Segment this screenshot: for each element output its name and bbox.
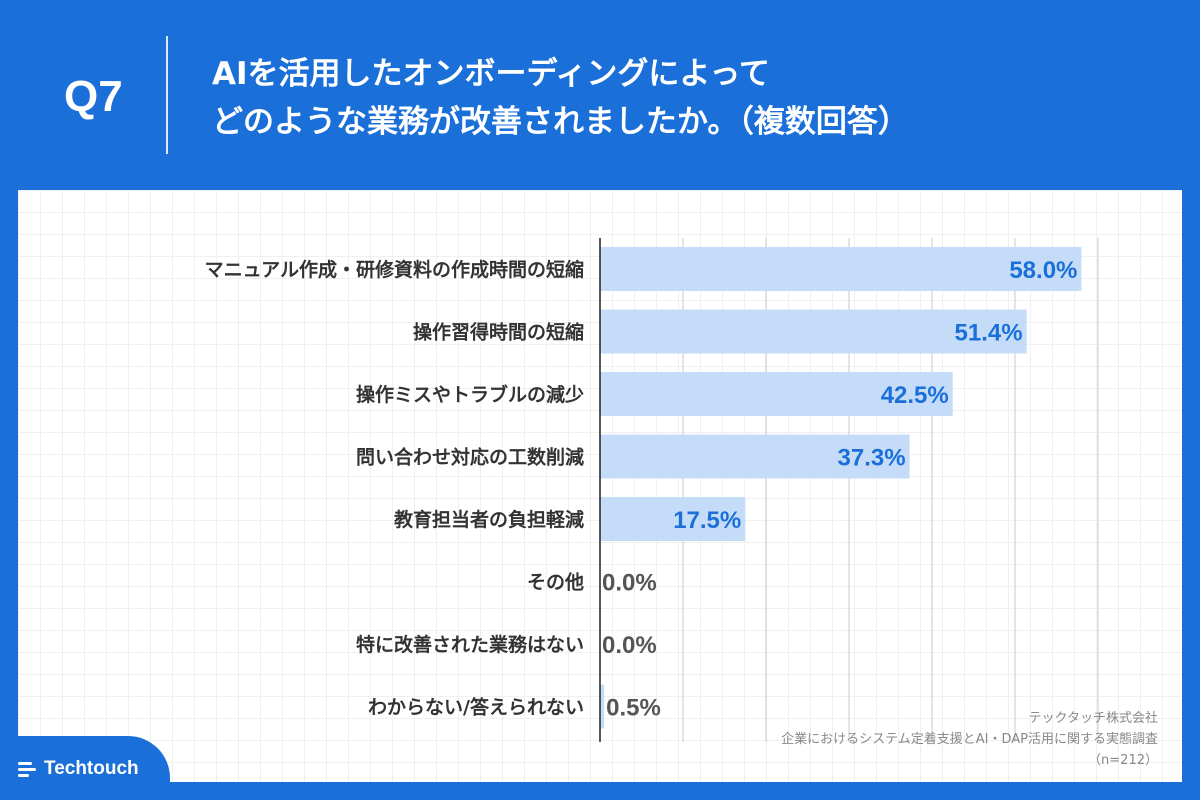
bar: [600, 247, 1082, 291]
question-number: Q7: [64, 72, 123, 121]
bar: [600, 372, 953, 416]
header-divider: [166, 36, 168, 154]
bar: [600, 497, 746, 541]
category-label: その他: [527, 571, 584, 594]
techtouch-logo: Techtouch: [18, 758, 139, 780]
chart-panel: マニュアル作成・研修資料の作成時間の短縮 58.0% 操作習得時間の短縮 51.4% 操…: [18, 190, 1182, 782]
value-label: 51.4%: [955, 320, 1023, 347]
category-label: わからない/答えられない: [368, 696, 584, 719]
question-title: AIを活用したオンボーディングによって どのような業務が改善されましたか。（複数…: [212, 50, 909, 146]
value-label: 42.5%: [881, 382, 949, 409]
value-label: 17.5%: [673, 507, 741, 534]
logo-text: Techtouch: [44, 758, 139, 779]
source-company: テックタッチ株式会社: [1028, 711, 1158, 726]
category-label: 教育担当者の負担軽減: [394, 508, 584, 531]
bar: [600, 434, 910, 479]
question-title-line1: AIを活用したオンボーディングによって: [212, 56, 770, 92]
bar: [600, 684, 605, 729]
category-label: 特に改善された業務はない: [356, 633, 584, 656]
value-label: 0.0%: [602, 632, 657, 659]
value-label: 58.0%: [1009, 257, 1077, 284]
header: Q7 AIを活用したオンボーディングによって どのような業務が改善されましたか。…: [0, 0, 1200, 190]
source-survey: 企業におけるシステム定着支援とAI・DAP活用に関する実態調査: [781, 732, 1158, 747]
source-note: テックタッチ株式会社 企業におけるシステム定着支援とAI・DAP活用に関する実態…: [781, 708, 1158, 771]
category-label: 操作ミスやトラブルの減少: [356, 383, 584, 406]
category-label: マニュアル作成・研修資料の作成時間の短縮: [205, 258, 584, 281]
category-label: 問い合わせ対応の工数削減: [356, 446, 584, 469]
value-label: 0.5%: [606, 695, 661, 722]
question-title-line2: どのような業務が改善されましたか。（複数回答）: [212, 104, 909, 140]
value-label: 37.3%: [838, 445, 906, 472]
bar-chart: マニュアル作成・研修資料の作成時間の短縮 58.0% 操作習得時間の短縮 51.4% 操…: [205, 238, 1099, 742]
bar: [600, 309, 1027, 354]
value-label: 0.0%: [602, 570, 657, 597]
logo-lines-icon: [18, 760, 38, 778]
source-sample: （n=212）: [1088, 753, 1158, 768]
category-label: 操作習得時間の短縮: [413, 321, 584, 344]
